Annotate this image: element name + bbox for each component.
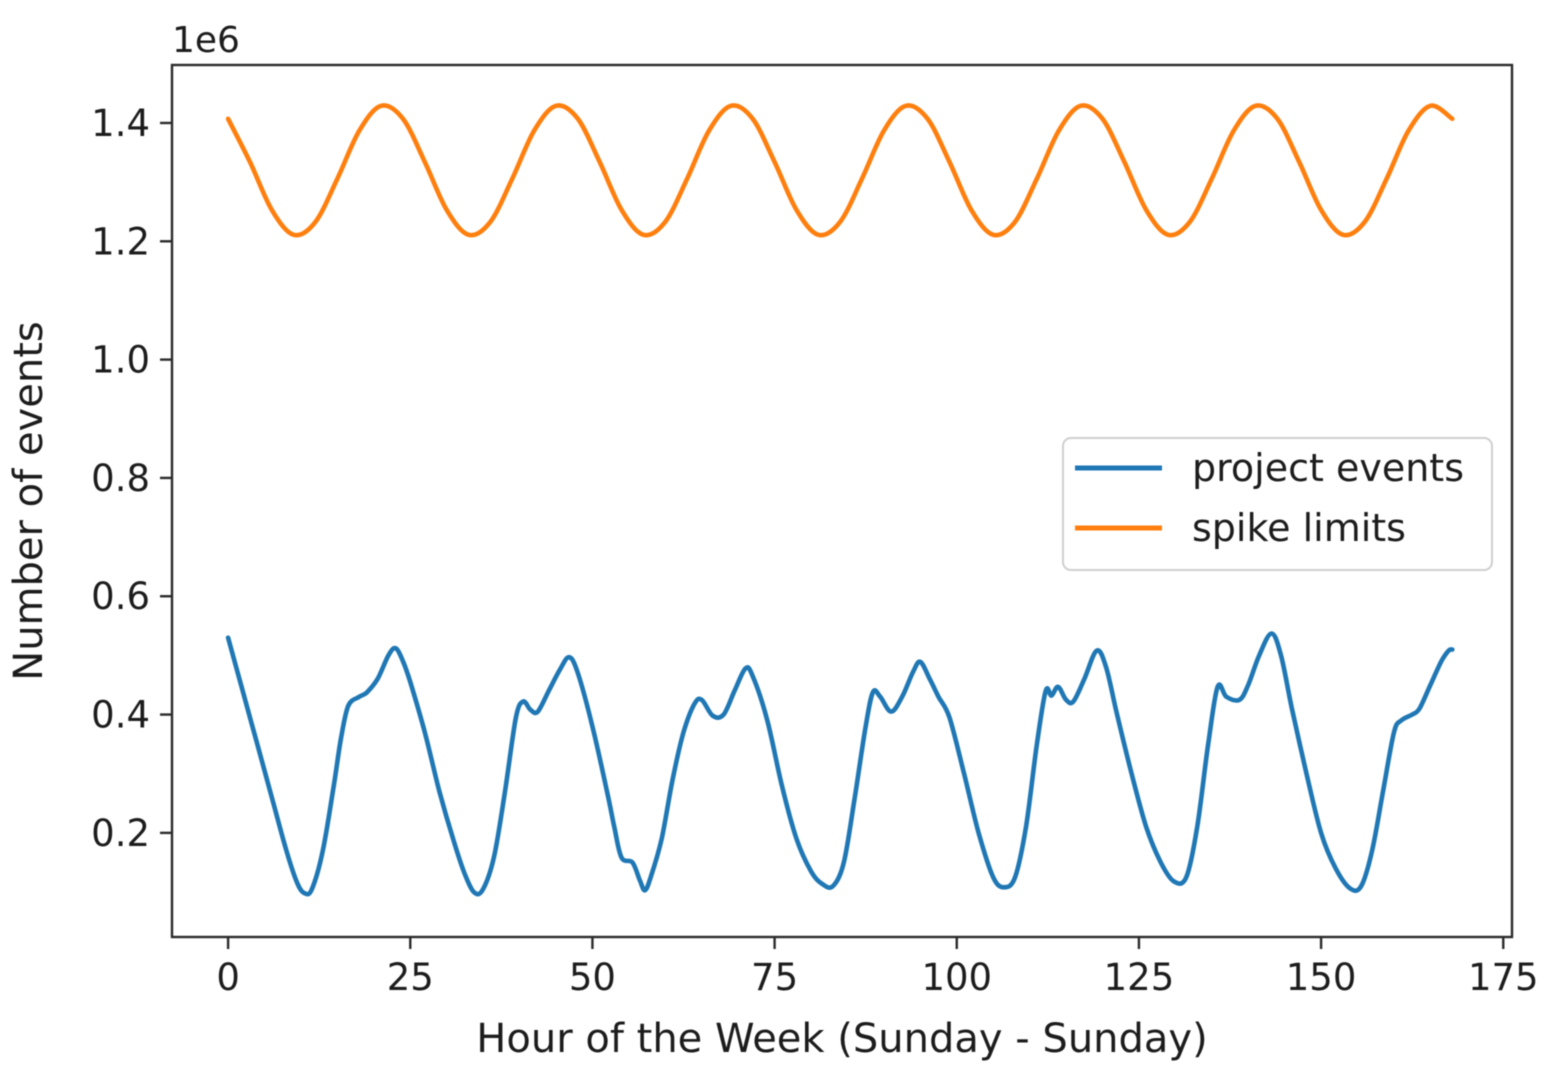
x-axis-label: Hour of the Week (Sunday - Sunday) [476,1016,1207,1062]
y-tick-label: 0.2 [91,812,150,855]
x-tick-label: 125 [1104,956,1175,999]
y-axis: 0.2 0.4 0.6 0.8 1.0 1.2 1.4 [91,102,172,855]
y-tick-label: 0.4 [91,694,150,737]
y-axis-offset-text: 1e6 [172,20,240,61]
project-events-line [225,631,1455,897]
legend: project events spike limits [1062,437,1493,571]
series-lines [225,103,1455,897]
x-tick-label: 25 [387,956,434,999]
x-tick-label: 175 [1468,956,1539,999]
y-tick-label: 0.6 [91,575,150,618]
legend-label-spike-limits: spike limits [1192,506,1406,550]
axes-spines [170,63,1514,939]
legend-label-project-events: project events [1192,446,1464,490]
y-tick-label: 0.8 [91,457,150,500]
y-axis-label: Number of events [6,321,52,680]
x-tick-label: 50 [569,956,616,999]
x-tick-label: 100 [921,956,992,999]
spike-limits-line [225,103,1455,238]
legend-box [1062,437,1493,571]
x-tick-label: 150 [1286,956,1357,999]
x-axis: 0 25 50 75 100 125 150 175 [216,937,1539,999]
y-tick-label: 1.4 [91,102,150,145]
x-tick-label: 0 [216,956,240,999]
y-tick-label: 1.2 [91,220,150,263]
x-tick-label: 75 [751,956,798,999]
y-tick-label: 1.0 [91,339,150,382]
